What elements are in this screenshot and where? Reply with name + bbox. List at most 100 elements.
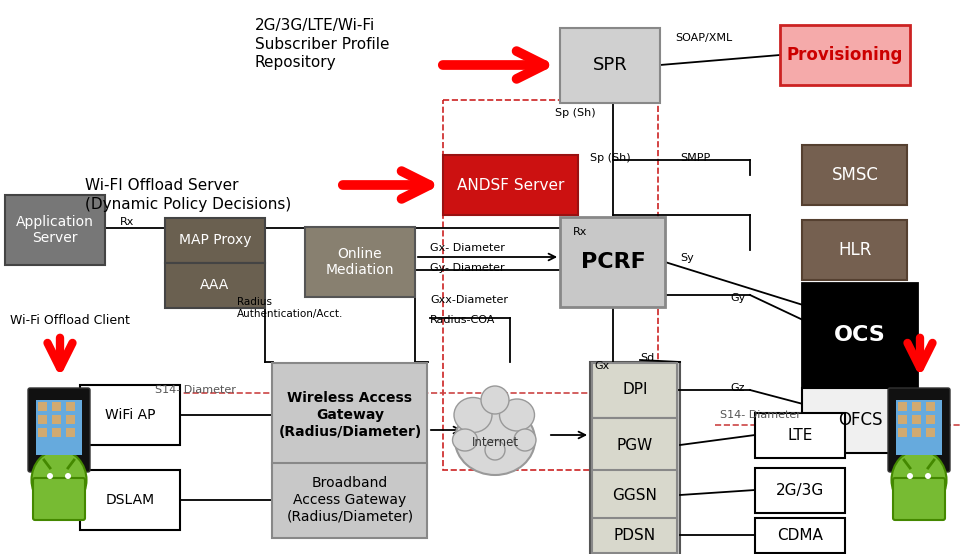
Ellipse shape <box>514 429 536 451</box>
FancyBboxPatch shape <box>28 388 90 472</box>
Text: Rx: Rx <box>120 217 135 227</box>
Ellipse shape <box>891 450 947 510</box>
FancyBboxPatch shape <box>912 428 921 437</box>
FancyBboxPatch shape <box>38 415 47 424</box>
Text: Application
Server: Application Server <box>16 214 94 245</box>
Text: Gx: Gx <box>594 361 610 371</box>
FancyBboxPatch shape <box>592 470 677 520</box>
Text: Internet: Internet <box>472 437 518 449</box>
Text: Radius-COA: Radius-COA <box>430 315 495 325</box>
Ellipse shape <box>481 386 509 414</box>
Text: PCRF: PCRF <box>580 252 645 272</box>
FancyBboxPatch shape <box>802 220 908 280</box>
FancyBboxPatch shape <box>305 227 415 297</box>
Text: Online
Mediation: Online Mediation <box>326 247 394 278</box>
FancyBboxPatch shape <box>66 415 75 424</box>
Text: GGSN: GGSN <box>612 488 657 502</box>
Text: MAP Proxy: MAP Proxy <box>178 233 251 247</box>
FancyBboxPatch shape <box>592 418 677 473</box>
FancyBboxPatch shape <box>592 517 677 552</box>
FancyBboxPatch shape <box>893 478 945 520</box>
Ellipse shape <box>485 440 505 460</box>
FancyBboxPatch shape <box>912 402 921 411</box>
FancyBboxPatch shape <box>926 428 935 437</box>
FancyBboxPatch shape <box>592 362 677 418</box>
FancyBboxPatch shape <box>52 428 61 437</box>
FancyBboxPatch shape <box>560 217 666 307</box>
Ellipse shape <box>32 450 86 510</box>
Text: 2G/3G: 2G/3G <box>776 483 824 497</box>
FancyBboxPatch shape <box>560 28 660 102</box>
Text: OFCS: OFCS <box>838 411 882 429</box>
Text: ANDSF Server: ANDSF Server <box>457 177 565 192</box>
Text: Provisioning: Provisioning <box>787 46 903 64</box>
Text: CDMA: CDMA <box>777 527 823 542</box>
Text: S14- Diameter: S14- Diameter <box>720 410 800 420</box>
Text: 2G/3G/LTE/Wi-Fi
Subscriber Profile
Repository: 2G/3G/LTE/Wi-Fi Subscriber Profile Repos… <box>255 18 390 70</box>
FancyBboxPatch shape <box>912 415 921 424</box>
Text: DPI: DPI <box>622 382 647 398</box>
Text: Sy: Sy <box>680 253 694 263</box>
Text: OCS: OCS <box>834 325 886 345</box>
Text: PDSN: PDSN <box>614 527 656 542</box>
Text: SMSC: SMSC <box>831 166 879 184</box>
Text: Wireless Access
Gateway
(Radius/Diameter): Wireless Access Gateway (Radius/Diameter… <box>278 391 422 439</box>
FancyBboxPatch shape <box>33 478 85 520</box>
FancyBboxPatch shape <box>898 402 907 411</box>
Ellipse shape <box>499 399 535 431</box>
Text: Rx: Rx <box>573 227 587 237</box>
Text: Gy- Diameter: Gy- Diameter <box>430 263 505 273</box>
Text: Sd: Sd <box>640 353 654 363</box>
FancyBboxPatch shape <box>272 463 427 537</box>
FancyBboxPatch shape <box>165 218 265 263</box>
Ellipse shape <box>455 405 535 475</box>
Text: HLR: HLR <box>838 241 872 259</box>
FancyBboxPatch shape <box>802 283 918 387</box>
Text: Radius
Authentication/Acct.: Radius Authentication/Acct. <box>237 297 343 319</box>
Circle shape <box>65 473 71 479</box>
Text: WiFi AP: WiFi AP <box>105 408 155 422</box>
FancyBboxPatch shape <box>165 263 265 307</box>
FancyBboxPatch shape <box>802 145 908 205</box>
Circle shape <box>47 473 53 479</box>
Ellipse shape <box>453 429 478 451</box>
FancyBboxPatch shape <box>888 388 950 472</box>
FancyBboxPatch shape <box>38 402 47 411</box>
Text: Broadband
Access Gateway
(Radius/Diameter): Broadband Access Gateway (Radius/Diamete… <box>287 476 414 524</box>
FancyBboxPatch shape <box>272 362 427 468</box>
FancyBboxPatch shape <box>755 468 845 512</box>
FancyBboxPatch shape <box>80 385 180 445</box>
FancyBboxPatch shape <box>66 428 75 437</box>
FancyBboxPatch shape <box>66 402 75 411</box>
Text: Sp (Sh): Sp (Sh) <box>555 108 596 118</box>
FancyBboxPatch shape <box>36 400 82 455</box>
FancyBboxPatch shape <box>898 428 907 437</box>
Text: Wi-FI Offload Server
(Dynamic Policy Decisions): Wi-FI Offload Server (Dynamic Policy Dec… <box>85 178 292 212</box>
Text: LTE: LTE <box>787 428 813 443</box>
FancyBboxPatch shape <box>5 195 105 265</box>
Text: SOAP/XML: SOAP/XML <box>675 33 733 43</box>
Text: SPR: SPR <box>593 56 627 74</box>
FancyBboxPatch shape <box>926 402 935 411</box>
FancyBboxPatch shape <box>780 25 910 85</box>
Text: S14- Diameter: S14- Diameter <box>155 385 235 395</box>
Text: Gx- Diameter: Gx- Diameter <box>430 243 505 253</box>
Ellipse shape <box>454 398 492 433</box>
FancyBboxPatch shape <box>755 517 845 552</box>
Circle shape <box>907 473 913 479</box>
FancyBboxPatch shape <box>926 415 935 424</box>
Text: DSLAM: DSLAM <box>106 493 155 507</box>
FancyBboxPatch shape <box>755 413 845 458</box>
Text: PGW: PGW <box>617 438 653 453</box>
Text: SMPP: SMPP <box>680 153 710 163</box>
FancyBboxPatch shape <box>38 428 47 437</box>
FancyBboxPatch shape <box>898 415 907 424</box>
FancyBboxPatch shape <box>444 155 578 215</box>
FancyBboxPatch shape <box>896 400 942 455</box>
Text: AAA: AAA <box>201 278 230 292</box>
Text: Gy: Gy <box>730 293 745 303</box>
Circle shape <box>925 473 931 479</box>
Text: Gz: Gz <box>730 383 744 393</box>
Text: Gxx-Diameter: Gxx-Diameter <box>430 295 508 305</box>
FancyBboxPatch shape <box>590 362 680 554</box>
